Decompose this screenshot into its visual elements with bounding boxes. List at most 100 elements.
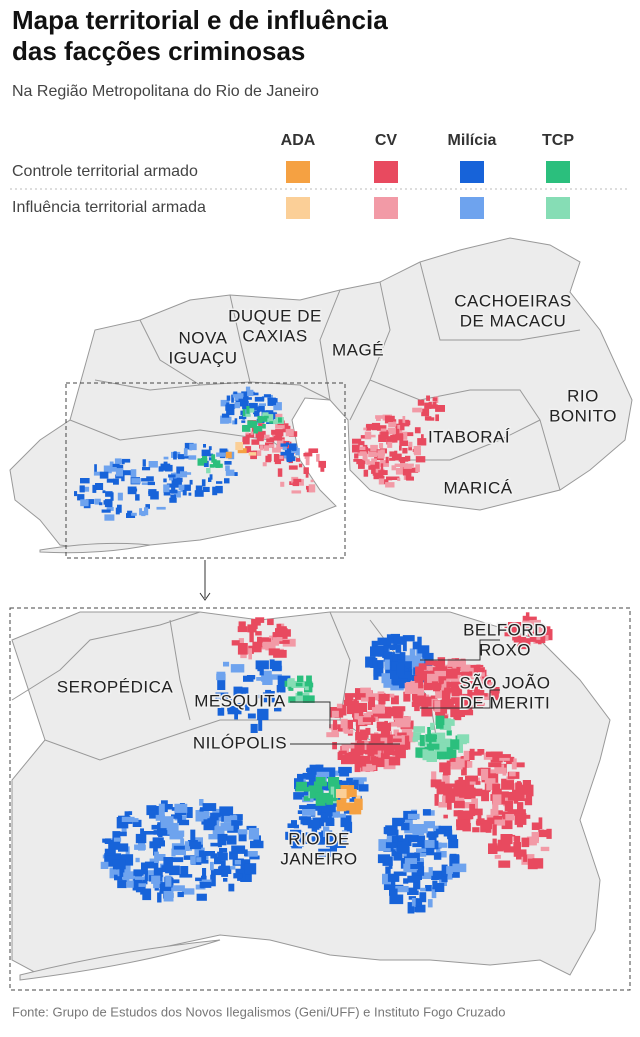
territory-patch (370, 461, 380, 469)
territory-patch (158, 466, 164, 472)
territory-patch (138, 841, 145, 851)
territory-patch (248, 392, 259, 396)
territory-patch (438, 879, 447, 886)
territory-patch (404, 682, 419, 694)
territory-patch (242, 436, 250, 445)
territory-patch (255, 433, 261, 438)
territory-patch (397, 718, 411, 728)
territory-patch (226, 395, 231, 401)
territory-patch (480, 768, 489, 780)
territory-patch (315, 792, 323, 799)
territory-patch (349, 803, 356, 815)
territory-patch (394, 747, 401, 753)
territory-patch (517, 814, 531, 819)
territory-patch (131, 478, 141, 484)
territory-patch (467, 775, 478, 782)
territory-patch (312, 819, 320, 830)
legend-swatch (546, 197, 570, 219)
territory-patch (432, 734, 437, 740)
territory-patch (400, 431, 408, 440)
territory-patch (234, 711, 238, 720)
territory-patch (208, 834, 221, 840)
territory-patch (361, 448, 371, 451)
territory-patch (452, 863, 467, 873)
territory-patch (279, 455, 284, 460)
territory-patch (127, 486, 137, 495)
territory-patch (387, 873, 400, 882)
territory-patch (516, 817, 523, 828)
territory-patch (245, 433, 255, 438)
territory-patch (180, 838, 185, 846)
territory-patch (255, 660, 269, 670)
territory-patch (408, 441, 413, 448)
territory-patch (457, 814, 467, 819)
territory-patch (446, 687, 460, 693)
territory-patch (285, 428, 294, 437)
territory-patch (426, 831, 438, 838)
territory-patch (330, 786, 335, 798)
territory-patch (139, 508, 142, 516)
territory-patch (321, 808, 333, 817)
border (229, 294, 251, 383)
territory-patch (380, 460, 389, 467)
territory-patch (167, 489, 178, 494)
territory-patch (462, 693, 472, 700)
territory-patch (329, 724, 335, 730)
territory-patch (305, 471, 309, 478)
territory-patch (298, 463, 303, 468)
territory-patch (434, 794, 439, 806)
territory-patch (298, 816, 311, 820)
territory-patch (377, 722, 392, 731)
territory-patch (275, 429, 284, 437)
territory-patch (442, 774, 450, 785)
legend-swatch (460, 161, 484, 183)
territory-patch (233, 686, 243, 698)
territory-patch (304, 686, 309, 691)
territory-patch (407, 902, 415, 914)
territory-patch (392, 817, 405, 827)
territory-patch (247, 624, 257, 633)
territory-patch (177, 454, 185, 460)
territory-patch (359, 729, 369, 738)
territory-patch (238, 831, 247, 842)
territory-patch (303, 781, 315, 789)
territory-patch (332, 742, 337, 750)
territory-patch (230, 866, 236, 870)
territory-patch (383, 754, 390, 766)
territory-patch (426, 743, 440, 750)
territory-patch (196, 893, 207, 901)
territory-patch (288, 678, 295, 685)
territory-patch (254, 396, 265, 402)
territory-patch (480, 821, 488, 833)
territory-patch (306, 803, 320, 811)
territory-patch (181, 888, 195, 895)
territory-patch (85, 499, 95, 504)
territory-patch (519, 784, 532, 794)
territory-patch (267, 454, 272, 462)
territory-patch (216, 452, 226, 457)
territory-patch (263, 394, 271, 398)
territory-patch (412, 824, 425, 836)
territory-patch (326, 732, 339, 738)
territory-patch (188, 455, 197, 460)
territory-patch (394, 463, 403, 467)
territory-patch (475, 788, 483, 797)
territory-patch (216, 673, 226, 681)
territory-patch (408, 445, 412, 451)
territory-patch (288, 686, 294, 691)
territory-patch (495, 791, 509, 798)
territory-patch (341, 754, 353, 765)
territory-patch (422, 652, 434, 664)
territory-patch (219, 806, 234, 816)
territory-patch (239, 416, 247, 420)
territory-patch (332, 844, 346, 848)
territory-patch (523, 854, 528, 862)
territory-patch (476, 664, 481, 672)
territory-patch (155, 806, 161, 817)
territory-patch (302, 809, 316, 816)
territory-patch (354, 453, 359, 459)
territory-patch (427, 899, 433, 908)
territory-patch (305, 457, 310, 466)
territory-patch (435, 414, 439, 422)
territory-patch (459, 664, 471, 672)
